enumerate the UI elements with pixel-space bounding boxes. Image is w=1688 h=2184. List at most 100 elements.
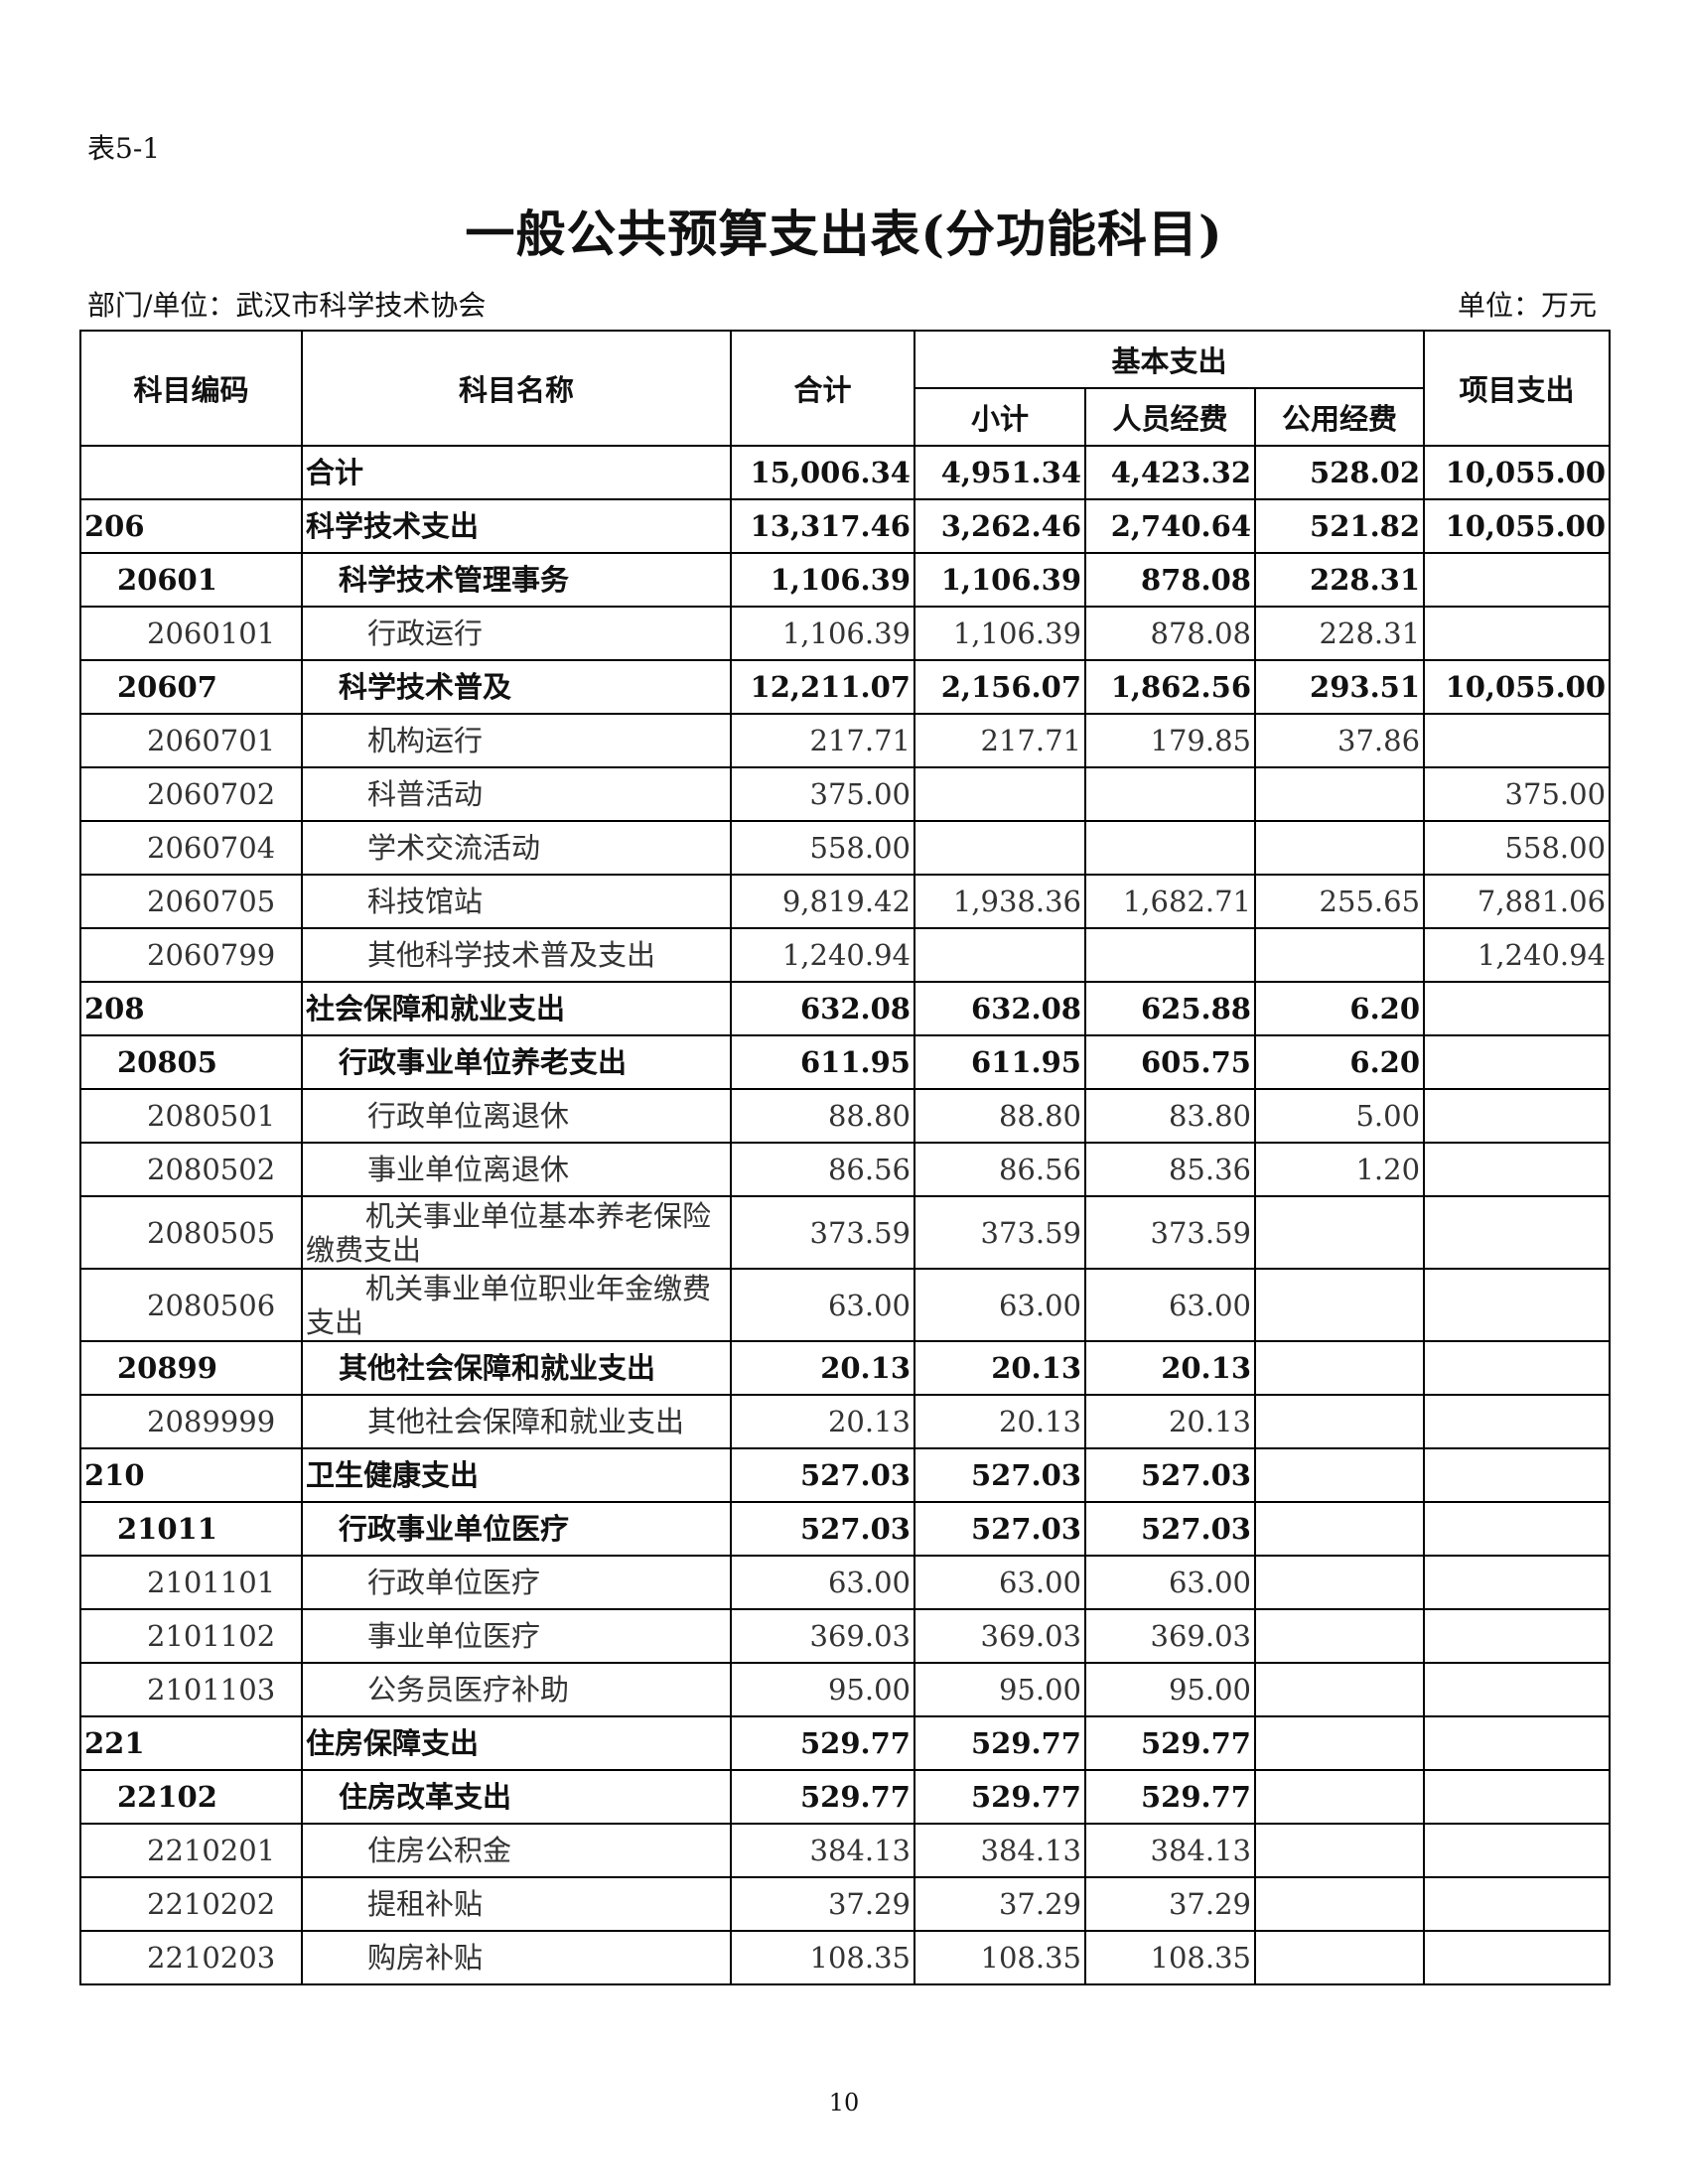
- cell-name-text: 事业单位离退休: [367, 1153, 570, 1186]
- cell-total: 527.03: [730, 1501, 915, 1557]
- cell-name-text: 提租补贴: [367, 1887, 484, 1921]
- cell-code: 2060704: [79, 820, 303, 876]
- cell-subtotal: 2,156.07: [914, 659, 1086, 715]
- cell-project: 10,055.00: [1423, 445, 1612, 500]
- cell-name-text: 机构运行: [367, 724, 484, 757]
- cell-project: [1423, 1662, 1612, 1717]
- table-row: 2101103 公务员医疗补助 95.00 95.00 95.00: [79, 1662, 1612, 1717]
- cell-code: 208: [79, 981, 303, 1036]
- table-row: 2080501 行政单位离退休 88.80 88.80 83.80 5.00: [79, 1088, 1612, 1144]
- cell-public: [1253, 1823, 1426, 1878]
- header-public: 公用经费: [1253, 387, 1426, 447]
- table-row: 2060799 其他科学技术普及支出 1,240.94 1,240.94: [79, 927, 1612, 983]
- table-row: 22102 住房改革支出 529.77 529.77 529.77: [79, 1769, 1612, 1825]
- cell-code: 2060705: [79, 874, 303, 929]
- cell-personnel: 83.80: [1084, 1088, 1256, 1144]
- cell-subtotal: 86.56: [914, 1142, 1086, 1197]
- cell-code: 2101101: [79, 1555, 303, 1610]
- cell-name: 住房保障支出: [301, 1715, 732, 1771]
- cell-code: 2210203: [79, 1930, 303, 1985]
- table-row: 2101102 事业单位医疗 369.03 369.03 369.03: [79, 1608, 1612, 1664]
- cell-name: 机关事业单位基本养老保险缴费支出: [301, 1195, 732, 1270]
- cell-code: 2060701: [79, 713, 303, 768]
- table-row: 2101101 行政单位医疗 63.00 63.00 63.00: [79, 1555, 1612, 1610]
- cell-code: 2210202: [79, 1876, 303, 1932]
- cell-project: 10,055.00: [1423, 659, 1612, 715]
- table-row: 2060705 科技馆站 9,819.42 1,938.36 1,682.71 255.6…: [79, 874, 1612, 929]
- cell-code: 22102: [79, 1769, 303, 1825]
- cell-personnel: 63.00: [1084, 1268, 1256, 1342]
- cell-total: 529.77: [730, 1715, 915, 1771]
- cell-total: 384.13: [730, 1823, 915, 1878]
- cell-total: 63.00: [730, 1555, 915, 1610]
- cell-subtotal: 95.00: [914, 1662, 1086, 1717]
- cell-personnel: 1,862.56: [1084, 659, 1256, 715]
- cell-name-text: 购房补贴: [367, 1941, 484, 1975]
- cell-subtotal: 384.13: [914, 1823, 1086, 1878]
- cell-public: [1253, 1662, 1426, 1717]
- cell-personnel: 20.13: [1084, 1340, 1256, 1396]
- cell-personnel: 369.03: [1084, 1608, 1256, 1664]
- expenditure-table: 科目编码 科目名称 合计 基本支出 项目支出 小计 人员经费 公用经费 合计 15…: [79, 330, 1612, 1985]
- cell-subtotal: 3,262.46: [914, 498, 1086, 554]
- header-project: 项目支出: [1423, 330, 1612, 447]
- cell-name: 科学技术支出: [301, 498, 732, 554]
- cell-public: 293.51: [1253, 659, 1426, 715]
- cell-name: 购房补贴: [301, 1930, 732, 1985]
- header-personnel: 人员经费: [1084, 387, 1256, 447]
- cell-code: 2060702: [79, 766, 303, 822]
- cell-code: 2080505: [79, 1195, 303, 1270]
- cell-name-text: 科技馆站: [367, 885, 484, 918]
- cell-public: 521.82: [1253, 498, 1426, 554]
- cell-name: 事业单位医疗: [301, 1608, 732, 1664]
- cell-public: 255.65: [1253, 874, 1426, 929]
- cell-code: 20899: [79, 1340, 303, 1396]
- table-row: 20607 科学技术普及 12,211.07 2,156.07 1,862.56 293.…: [79, 659, 1612, 715]
- cell-public: 6.20: [1253, 1034, 1426, 1090]
- cell-personnel: 878.08: [1084, 606, 1256, 661]
- cell-name: 行政运行: [301, 606, 732, 661]
- cell-personnel: 37.29: [1084, 1876, 1256, 1932]
- cell-project: [1423, 552, 1612, 608]
- cell-name: 行政单位离退休: [301, 1088, 732, 1144]
- cell-project: [1423, 1769, 1612, 1825]
- cell-project: 10,055.00: [1423, 498, 1612, 554]
- cell-name: 机构运行: [301, 713, 732, 768]
- cell-personnel: 625.88: [1084, 981, 1256, 1036]
- cell-name: 卫生健康支出: [301, 1447, 732, 1503]
- cell-public: [1253, 1394, 1426, 1449]
- cell-total: 1,240.94: [730, 927, 915, 983]
- cell-project: 375.00: [1423, 766, 1612, 822]
- cell-subtotal: 217.71: [914, 713, 1086, 768]
- cell-total: 527.03: [730, 1447, 915, 1503]
- cell-personnel: 20.13: [1084, 1394, 1256, 1449]
- cell-total: 88.80: [730, 1088, 915, 1144]
- cell-name: 科技馆站: [301, 874, 732, 929]
- cell-project: [1423, 1555, 1612, 1610]
- cell-name: 行政事业单位医疗: [301, 1501, 732, 1557]
- cell-subtotal: 63.00: [914, 1555, 1086, 1610]
- cell-personnel: 63.00: [1084, 1555, 1256, 1610]
- cell-name: 住房改革支出: [301, 1769, 732, 1825]
- cell-total: 1,106.39: [730, 552, 915, 608]
- cell-public: [1253, 766, 1426, 822]
- cell-project: 558.00: [1423, 820, 1612, 876]
- cell-personnel: 527.03: [1084, 1501, 1256, 1557]
- cell-code: 2080501: [79, 1088, 303, 1144]
- cell-project: [1423, 1823, 1612, 1878]
- cell-name: 学术交流活动: [301, 820, 732, 876]
- cell-code: 20607: [79, 659, 303, 715]
- cell-name: 行政事业单位养老支出: [301, 1034, 732, 1090]
- cell-code: 20805: [79, 1034, 303, 1090]
- table-row: 2210202 提租补贴 37.29 37.29 37.29: [79, 1876, 1612, 1932]
- table-row: 221 住房保障支出 529.77 529.77 529.77: [79, 1715, 1612, 1771]
- cell-public: [1253, 1608, 1426, 1664]
- table-row: 20805 行政事业单位养老支出 611.95 611.95 605.75 6.20: [79, 1034, 1612, 1090]
- cell-subtotal: 373.59: [914, 1195, 1086, 1270]
- cell-subtotal: 1,106.39: [914, 606, 1086, 661]
- cell-subtotal: 632.08: [914, 981, 1086, 1036]
- cell-public: 6.20: [1253, 981, 1426, 1036]
- cell-project: [1423, 1195, 1612, 1270]
- table-row: 20899 其他社会保障和就业支出 20.13 20.13 20.13: [79, 1340, 1612, 1396]
- cell-total: 63.00: [730, 1268, 915, 1342]
